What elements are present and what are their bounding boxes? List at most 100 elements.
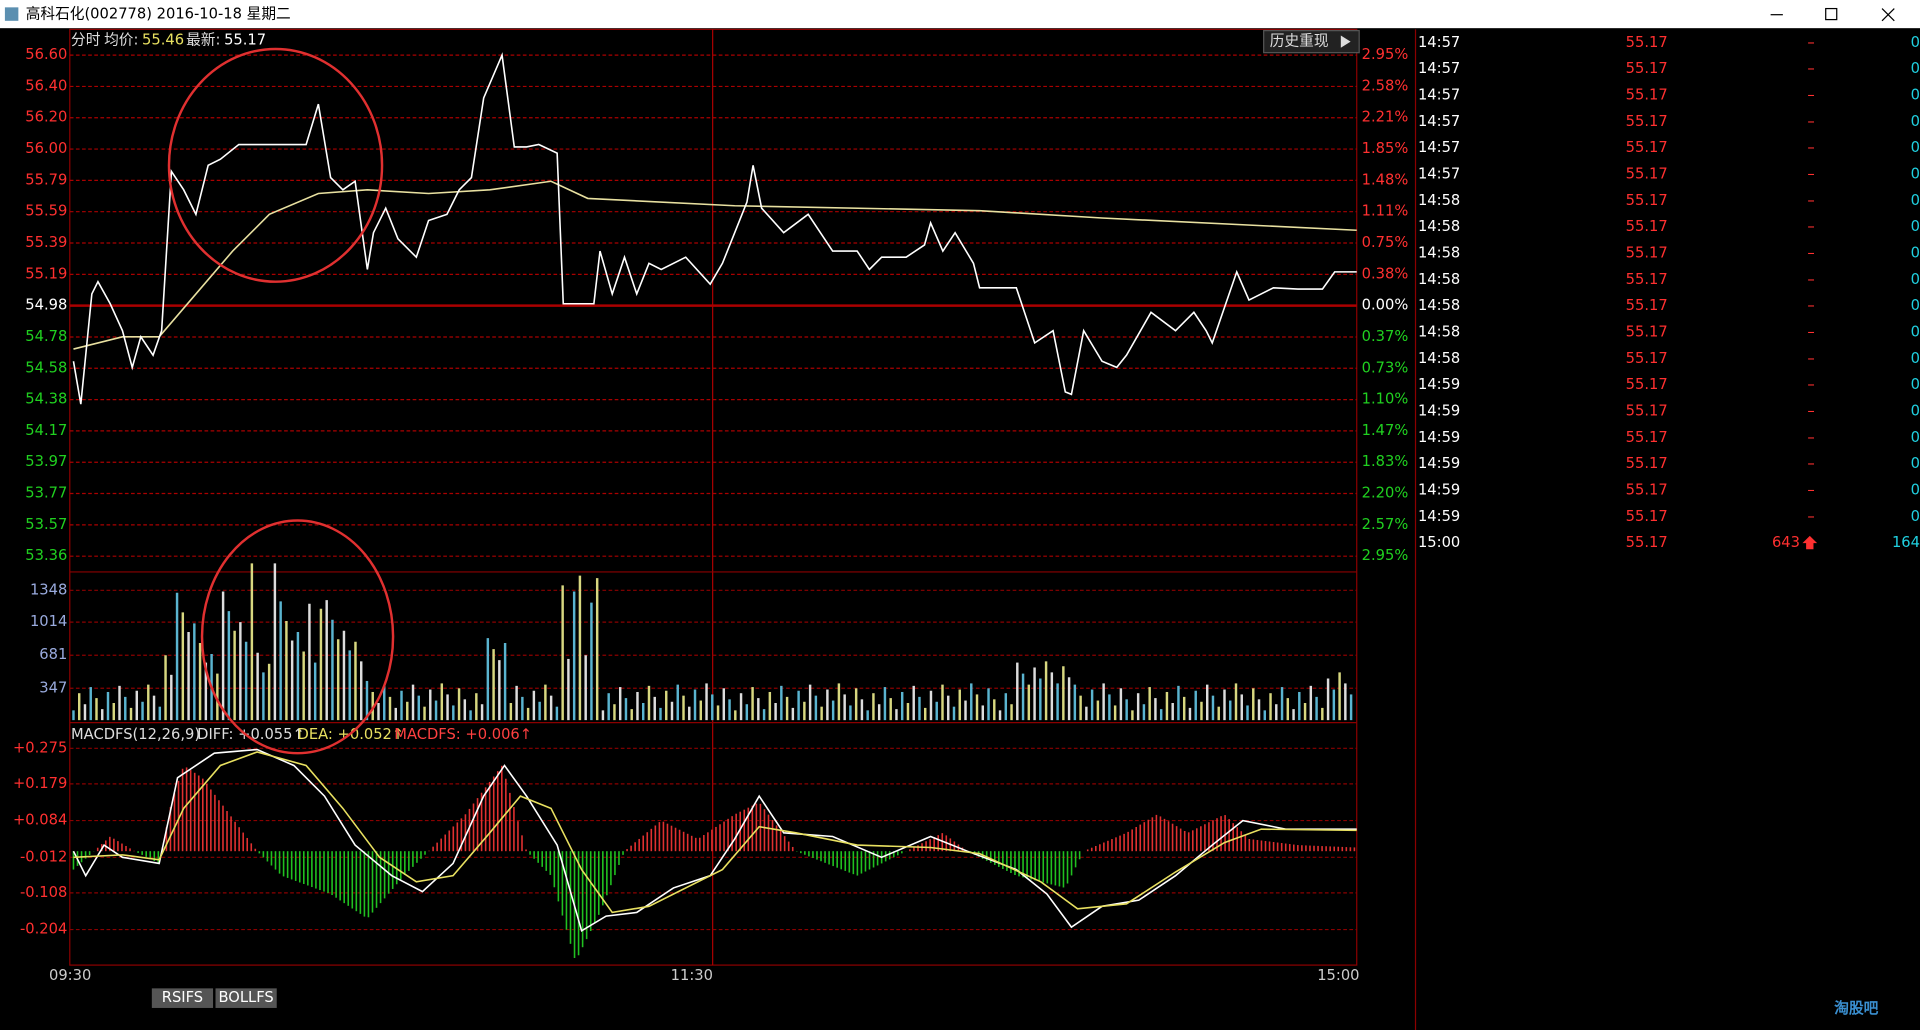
macd-diff: DIFF: +0.055↑ bbox=[197, 726, 305, 743]
history-icon bbox=[1340, 35, 1351, 48]
trade-volume: – bbox=[1807, 324, 1814, 341]
close-button[interactable] bbox=[1881, 8, 1895, 22]
trade-volume: – bbox=[1807, 403, 1814, 420]
trade-time: 14:58 bbox=[1418, 245, 1460, 262]
volume-label: 347 bbox=[39, 679, 67, 696]
tab[interactable] bbox=[215, 988, 277, 1008]
trade-volume: – bbox=[1807, 87, 1814, 104]
history-label[interactable]: 历史重现 bbox=[1270, 33, 1329, 50]
trade-count: 0 bbox=[1911, 403, 1920, 420]
trade-price: 55.17 bbox=[1626, 166, 1668, 183]
trade-count: 0 bbox=[1911, 297, 1920, 314]
trade-volume: – bbox=[1807, 508, 1814, 525]
trade-price: 55.17 bbox=[1626, 218, 1668, 235]
annotation-circle bbox=[200, 519, 395, 755]
percent-label: 1.11% bbox=[1362, 203, 1409, 220]
percent-label: 1.83% bbox=[1362, 453, 1409, 470]
trade-volume: – bbox=[1807, 271, 1814, 288]
avg-value: 55.46 bbox=[142, 31, 184, 48]
trade-count: 0 bbox=[1911, 113, 1920, 130]
trade-time: 14:58 bbox=[1418, 271, 1460, 288]
volume-label: 681 bbox=[39, 646, 67, 663]
percent-label: 1.48% bbox=[1362, 171, 1409, 188]
avg-line bbox=[73, 180, 1357, 350]
trade-count: 164 bbox=[1892, 534, 1920, 551]
price-label: 54.58 bbox=[25, 359, 67, 376]
trade-volume: – bbox=[1807, 60, 1814, 77]
tab[interactable] bbox=[151, 988, 214, 1008]
macd-name: MACDFS(12,26,9) bbox=[71, 726, 200, 743]
percent-label: 2.58% bbox=[1362, 77, 1409, 94]
trade-price: 55.17 bbox=[1626, 297, 1668, 314]
restore-button[interactable] bbox=[1825, 7, 1838, 21]
price-label: 56.40 bbox=[25, 77, 67, 94]
trade-count: 0 bbox=[1911, 350, 1920, 367]
trade-volume: – bbox=[1807, 429, 1814, 446]
trade-count: 0 bbox=[1911, 482, 1920, 499]
trade-count: 0 bbox=[1911, 508, 1920, 525]
trade-time: 14:57 bbox=[1418, 166, 1460, 183]
trade-count: 0 bbox=[1911, 245, 1920, 262]
trade-price: 55.17 bbox=[1626, 403, 1668, 420]
price-line bbox=[72, 52, 1357, 405]
trade-time: 14:58 bbox=[1418, 218, 1460, 235]
trade-time: 14:57 bbox=[1418, 113, 1460, 130]
trade-price: 55.17 bbox=[1626, 271, 1668, 288]
trade-count: 0 bbox=[1911, 139, 1920, 156]
trade-price: 55.17 bbox=[1626, 139, 1668, 156]
tab-label[interactable]: RSIFS bbox=[162, 989, 203, 1006]
trade-time: 14:59 bbox=[1418, 403, 1460, 420]
trade-volume: – bbox=[1807, 482, 1814, 499]
trade-time: 15:00 bbox=[1418, 534, 1460, 551]
percent-label: 1.85% bbox=[1362, 140, 1409, 157]
trade-time: 14:59 bbox=[1418, 455, 1460, 472]
trade-price: 55.17 bbox=[1626, 113, 1668, 130]
trade-price: 55.17 bbox=[1626, 508, 1668, 525]
trade-price: 55.17 bbox=[1626, 482, 1668, 499]
trade-price: 55.17 bbox=[1626, 429, 1668, 446]
percent-label: 2.20% bbox=[1362, 485, 1409, 502]
up-arrow bbox=[1802, 535, 1818, 550]
trade-time: 14:59 bbox=[1418, 508, 1460, 525]
price-label: 54.98 bbox=[25, 297, 67, 314]
trade-volume: – bbox=[1807, 218, 1814, 235]
trade-volume: – bbox=[1807, 297, 1814, 314]
trade-price: 55.17 bbox=[1626, 87, 1668, 104]
trade-time: 14:59 bbox=[1418, 482, 1460, 499]
trade-price: 55.17 bbox=[1626, 376, 1668, 393]
price-label: 53.97 bbox=[25, 453, 67, 470]
time-label: 09:30 bbox=[49, 967, 91, 984]
price-label: 54.38 bbox=[25, 391, 67, 408]
history-button[interactable] bbox=[1263, 30, 1360, 54]
trade-price: 55.17 bbox=[1626, 34, 1668, 51]
price-label: 54.78 bbox=[25, 328, 67, 345]
trade-count: 0 bbox=[1911, 455, 1920, 472]
percent-label: 1.47% bbox=[1362, 422, 1409, 439]
trade-price: 55.17 bbox=[1626, 60, 1668, 77]
title-bar bbox=[0, 0, 1920, 29]
trade-count: 0 bbox=[1911, 166, 1920, 183]
trade-volume: – bbox=[1807, 245, 1814, 262]
volume-label: 1014 bbox=[30, 613, 67, 630]
macd-label: -0.108 bbox=[20, 884, 67, 901]
macd-label: -0.012 bbox=[20, 848, 67, 865]
percent-label: 0.37% bbox=[1362, 328, 1409, 345]
tab-label[interactable]: BOLLFS bbox=[218, 989, 273, 1006]
trade-volume: – bbox=[1807, 166, 1814, 183]
avg-label: 均价: bbox=[104, 31, 138, 48]
macd-hist: MACDFS: +0.006↑ bbox=[394, 726, 532, 743]
price-label: 56.00 bbox=[25, 140, 67, 157]
trade-time: 14:57 bbox=[1418, 87, 1460, 104]
trade-count: 0 bbox=[1911, 34, 1920, 51]
trade-time: 14:57 bbox=[1418, 139, 1460, 156]
trade-time: 14:58 bbox=[1418, 350, 1460, 367]
trade-count: 0 bbox=[1911, 192, 1920, 209]
trade-count: 0 bbox=[1911, 60, 1920, 77]
annotation-circle bbox=[167, 47, 384, 283]
trade-volume: – bbox=[1807, 192, 1814, 209]
price-label: 53.57 bbox=[25, 516, 67, 533]
trade-time: 14:57 bbox=[1418, 34, 1460, 51]
percent-label: 2.57% bbox=[1362, 516, 1409, 533]
